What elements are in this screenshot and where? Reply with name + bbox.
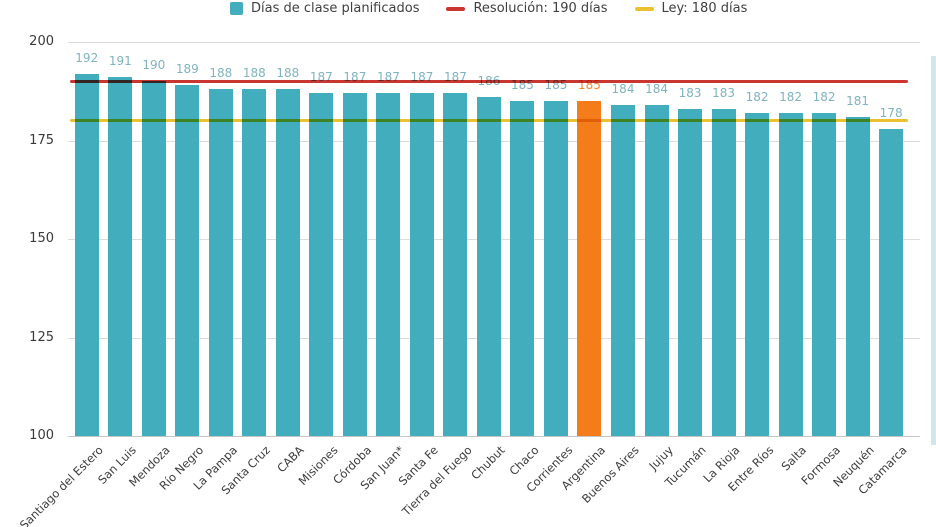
bar-group: 181 Neuquén xyxy=(830,42,877,490)
bar-value-label: 189 xyxy=(175,62,199,77)
bar-value-label: 190 xyxy=(142,58,166,73)
bar-group: 187 Córdoba xyxy=(330,42,374,487)
y-axis: 100 125 150 175 200 xyxy=(0,34,60,443)
bar-value-label: 191 xyxy=(108,54,132,69)
bar xyxy=(611,105,635,436)
x-axis-label: Jujuy xyxy=(645,443,676,473)
law-reference-line xyxy=(70,119,908,123)
bar-group: 186Chubut xyxy=(468,42,507,482)
legend-item-dias: Días de clase planificados xyxy=(230,1,419,16)
bar-group: 191 San Luis xyxy=(95,42,139,486)
legend-item-ley: Ley: 180 días xyxy=(634,1,748,16)
bar-value-label: 184 xyxy=(611,82,635,97)
plot-area: 192 Santiago del Estero 191 San Luis 190 Mend… xyxy=(17,42,920,527)
bar-value-label: 188 xyxy=(209,66,233,81)
bar xyxy=(543,101,568,436)
y-tick-label: 200 xyxy=(29,34,54,49)
bar-value-label: 188 xyxy=(242,66,266,81)
gridline xyxy=(68,436,920,437)
adjacent-chart-sliver xyxy=(931,56,936,445)
gridline xyxy=(68,42,920,43)
bar xyxy=(108,77,133,436)
legend-item-resolucion: Resolución: 190 días xyxy=(446,1,608,16)
bar-group: 185 Corrientes xyxy=(523,42,575,495)
law-line-swatch-icon xyxy=(634,6,654,11)
bar-value-label: 183 xyxy=(712,85,735,100)
legend-label-resolucion: Resolución: 190 días xyxy=(473,1,608,16)
bar xyxy=(74,73,99,436)
bar xyxy=(879,128,904,436)
bar-group: 189 Río Negro xyxy=(156,42,206,492)
bar-value-label: 192 xyxy=(75,50,99,65)
bar xyxy=(309,93,334,436)
y-tick-label: 175 xyxy=(29,132,54,148)
bar-group: 183 Tucumán xyxy=(662,42,708,489)
bar xyxy=(745,112,770,436)
bar xyxy=(208,89,233,436)
x-axis-label: Santiago del Estero xyxy=(16,443,106,527)
bar-group: 178 Catamarca xyxy=(856,42,910,498)
bar-value-label: 183 xyxy=(678,85,702,100)
legend-label-ley: Ley: 180 días xyxy=(661,1,748,16)
bar-group: 188 La Pampa xyxy=(190,42,240,492)
bar xyxy=(510,101,535,436)
bar-swatch-icon xyxy=(230,2,243,15)
y-tick-label: 125 xyxy=(29,329,54,345)
bar-group: 183 La Rioja xyxy=(700,42,742,485)
bar xyxy=(175,85,200,436)
x-axis-label: Chubut xyxy=(468,443,508,483)
bar xyxy=(275,89,300,436)
bar xyxy=(812,112,837,436)
bar xyxy=(342,93,367,436)
bar-value-label: 188 xyxy=(276,66,300,81)
bar xyxy=(443,93,468,436)
bar-group: 184 Buenos Aires xyxy=(579,42,642,506)
bar-group: 190 Mendoza xyxy=(126,42,172,489)
bar-value-label: 182 xyxy=(779,89,803,104)
y-tick-label: 150 xyxy=(29,231,54,246)
bar xyxy=(845,116,870,436)
legend-label-dias: Días de clase planificados xyxy=(251,1,420,16)
resolution-reference-line xyxy=(70,79,908,83)
bar-group: 185 Argentina xyxy=(559,42,609,492)
bar-group: 182 Entre Ríos xyxy=(725,42,776,494)
bar xyxy=(778,112,803,436)
bar-value-label: 184 xyxy=(645,82,668,97)
bar-highlight xyxy=(577,101,602,436)
bar-value-label: 182 xyxy=(812,89,836,104)
bar-group: 185 Chaco xyxy=(506,42,541,478)
bar-group: 184 Jujuy xyxy=(640,42,675,473)
bar-group: 182 Salta xyxy=(774,42,809,473)
bar-group: 192 Santiago del Estero xyxy=(17,42,106,527)
bar xyxy=(644,105,669,436)
legend: Días de clase planificados Resolución: 1… xyxy=(230,1,747,16)
y-tick-label: 100 xyxy=(29,428,54,443)
bar xyxy=(476,97,501,436)
bar xyxy=(376,93,401,436)
bar xyxy=(409,93,434,436)
bar-value-label: 182 xyxy=(745,89,769,104)
bar-group: 187 Misiones xyxy=(295,42,340,488)
bar xyxy=(141,81,166,436)
bar-group: 187 San Juan* xyxy=(358,42,408,492)
bars-row: 192 Santiago del Estero 191 San Luis 190 Mend… xyxy=(17,42,910,527)
bar-group: 187 Santa Fe xyxy=(396,42,441,488)
bar xyxy=(678,108,703,436)
bar-value-label: 181 xyxy=(846,93,870,108)
x-axis-label: Salta xyxy=(779,443,810,474)
bar-group: 188 Santa Cruz xyxy=(219,42,273,497)
bar-group: 182 Formosa xyxy=(798,42,843,488)
bar-value-label: 178 xyxy=(879,105,903,120)
resolution-line-swatch-icon xyxy=(446,6,466,11)
bar xyxy=(242,89,267,436)
bar-group: 188 CABA xyxy=(271,42,306,475)
bar xyxy=(711,108,736,436)
bar-group: 187 Tierra del Fuego xyxy=(399,42,475,518)
